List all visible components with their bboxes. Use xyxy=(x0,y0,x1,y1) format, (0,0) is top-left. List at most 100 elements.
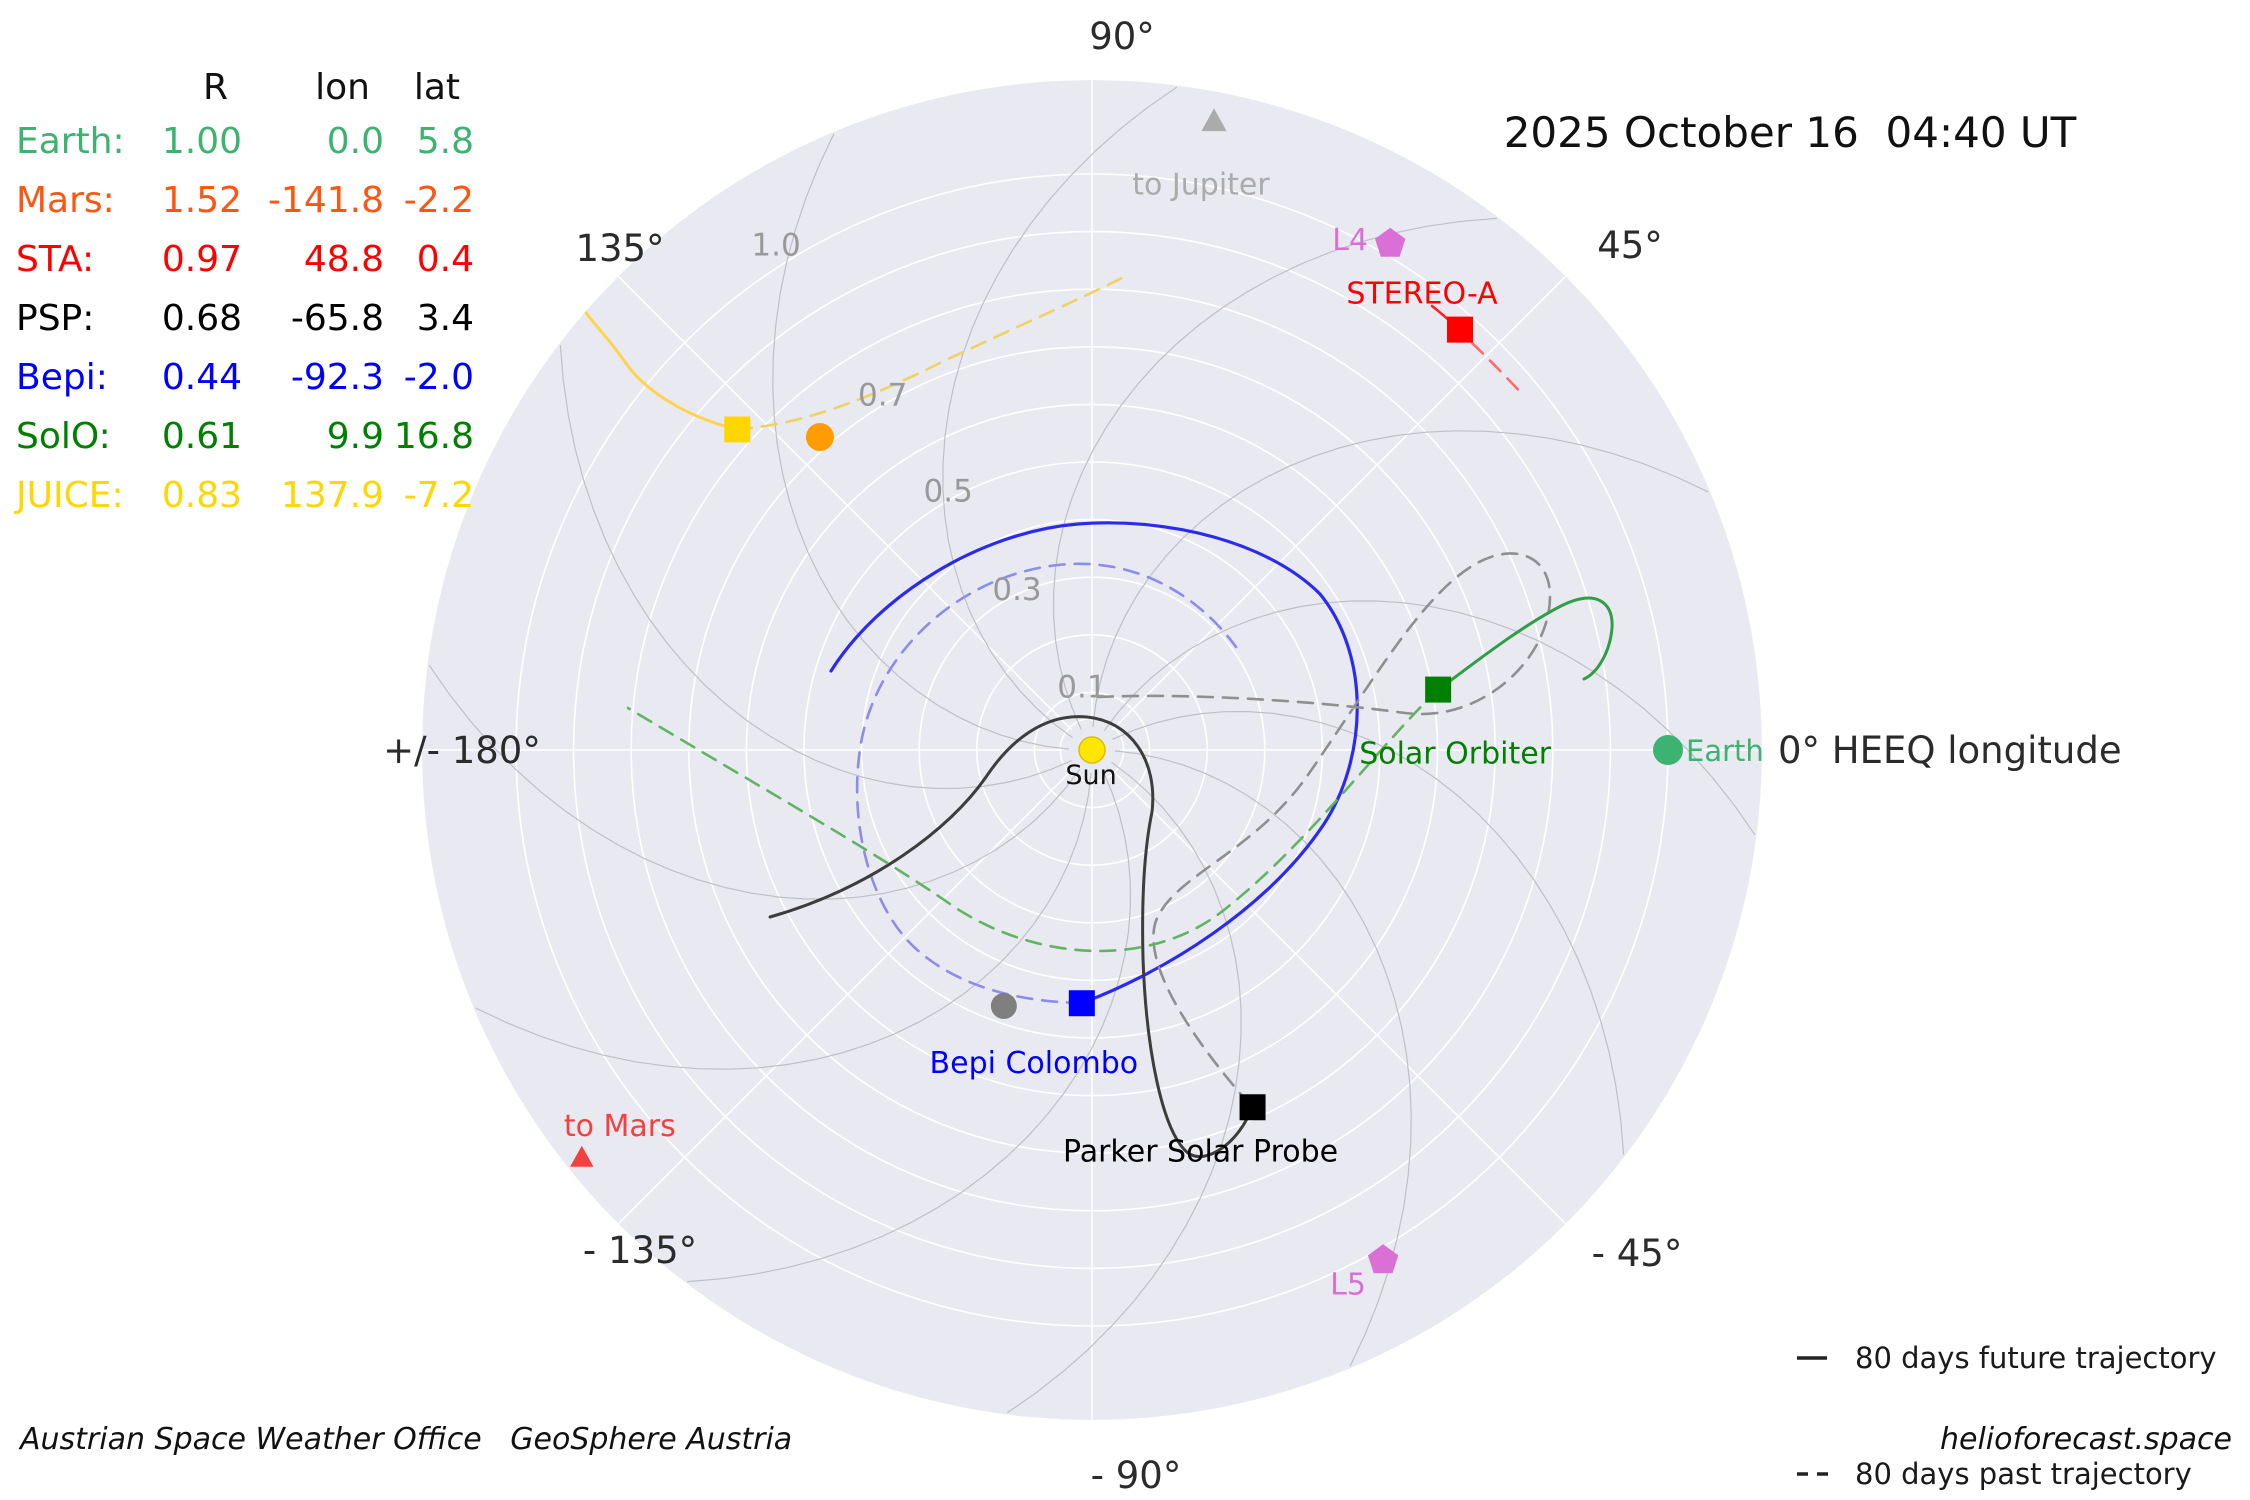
grid-radial-line xyxy=(617,275,1073,731)
mercury-marker xyxy=(990,992,1017,1019)
table-cell-lat: -2.0 xyxy=(403,357,474,398)
table-row-label: Bepi: xyxy=(16,357,108,398)
table-cell-r: 1.52 xyxy=(161,180,242,221)
table-cell-r: 0.61 xyxy=(161,416,242,457)
legend-label: 80 days past trajectory xyxy=(1855,1457,2192,1491)
parker-spiral-line xyxy=(942,86,1178,739)
angle-label: 135° xyxy=(575,227,664,270)
table-row-label: PSP: xyxy=(16,298,95,339)
table-cell-lat: 0.4 xyxy=(416,239,474,280)
earth-label: Earth xyxy=(1686,734,1764,768)
juice-marker xyxy=(724,416,751,443)
solo-past-trajectory xyxy=(626,688,1440,953)
table-cell-lat: 5.8 xyxy=(416,121,474,162)
parker-spiral-line xyxy=(475,772,1092,1070)
venus-marker xyxy=(805,423,834,452)
parker-spiral-line xyxy=(559,345,1072,790)
angle-label: - 90° xyxy=(1091,1454,1182,1497)
table-cell-lat: 3.4 xyxy=(416,298,474,339)
solid-line-icon xyxy=(1797,1356,1827,1360)
legend-row-future: 80 days future trajectory xyxy=(1795,1334,2217,1382)
psp-marker xyxy=(1239,1094,1266,1121)
l4-marker xyxy=(1375,227,1406,257)
trajectories-group xyxy=(578,275,1614,1159)
solo-marker xyxy=(1425,676,1452,703)
stereo-a-label: STEREO-A xyxy=(1346,277,1498,312)
sun-marker xyxy=(1078,736,1106,764)
dashed-line-icon xyxy=(1797,1472,1831,1476)
table-cell-lon: -141.8 xyxy=(267,180,384,221)
trajectory-legend: 80 days future trajectory 80 days past t… xyxy=(1795,1266,2217,1500)
sun-label: Sun xyxy=(1065,760,1116,791)
grid-radial-lines xyxy=(422,80,1762,1420)
table-corner xyxy=(16,64,150,112)
parker-spiral-line xyxy=(428,664,1081,900)
credit-text: Austrian Space Weather Office GeoSphere … xyxy=(20,1422,793,1457)
radial-tick-label: 0.5 xyxy=(924,474,973,510)
bepi-marker xyxy=(1068,990,1095,1017)
website-text: helioforecast.space xyxy=(1939,1422,2232,1457)
table-row-label: JUICE: xyxy=(16,475,124,516)
angle-label: - 45° xyxy=(1592,1232,1683,1275)
angle-label: +/- 180° xyxy=(383,729,541,772)
juice-past-trajectory xyxy=(735,275,1126,431)
table-cell-lon: 0.0 xyxy=(326,121,384,162)
psp-past-trajectory xyxy=(1096,552,1552,1109)
juice-future-trajectory xyxy=(578,301,739,431)
to-jupiter-label: to Jupiter xyxy=(1132,167,1270,202)
table-row-label: SolO: xyxy=(16,416,111,457)
psp-future-trajectory xyxy=(768,715,1254,1159)
l5-label: L5 xyxy=(1330,1267,1366,1302)
table-row-label: Earth: xyxy=(16,121,125,162)
to-mars-label: to Mars xyxy=(564,1109,676,1144)
plot-grid-group xyxy=(422,80,1762,1420)
table-cell-lon: 48.8 xyxy=(303,239,384,280)
stereo-a-marker xyxy=(1447,316,1474,343)
grid-radial-line xyxy=(617,769,1073,1225)
parker-spiral-line xyxy=(687,770,1132,1283)
table-cell-r: 0.97 xyxy=(161,239,242,280)
table-cell-lat: -2.2 xyxy=(403,180,474,221)
table-cell-lat: 16.8 xyxy=(393,416,474,457)
bepi-future-trajectory xyxy=(829,521,1359,1005)
parker-spiral-line xyxy=(1114,750,1412,1367)
parker-spiral-line xyxy=(1092,430,1709,728)
l4-label: L4 xyxy=(1332,223,1368,258)
table-header-lon: lon xyxy=(315,67,370,108)
stereo-a-past-trajectory xyxy=(1470,341,1526,398)
l5-marker xyxy=(1367,1244,1399,1274)
legend-row-past: 80 days past trajectory xyxy=(1795,1450,2217,1498)
parker-spiral-line xyxy=(1052,217,1497,730)
solo-label: Solar Orbiter xyxy=(1359,737,1552,772)
table-row-label: STA: xyxy=(16,239,95,280)
parker-spiral-line xyxy=(1112,710,1625,1155)
table-cell-lon: -65.8 xyxy=(290,298,384,339)
angle-label: 45° xyxy=(1597,224,1663,267)
radial-tick-label: 1.0 xyxy=(751,227,800,263)
table-cell-lat: -7.2 xyxy=(403,475,474,516)
table-header-R: R xyxy=(202,67,228,108)
legend-label: 80 days future trajectory xyxy=(1855,1341,2217,1375)
radial-tick-label: 0.7 xyxy=(858,378,907,414)
table-row-label: Mars: xyxy=(16,180,115,221)
parker-spiral-line xyxy=(772,133,1070,750)
angle-label: 90° xyxy=(1089,15,1155,58)
table-cell-lon: 137.9 xyxy=(280,475,384,516)
table-cell-r: 1.00 xyxy=(161,121,242,162)
bepi-label: Bepi Colombo xyxy=(930,1046,1139,1081)
psp-label: Parker Solar Probe xyxy=(1063,1134,1338,1169)
grid-radial-line xyxy=(1111,275,1567,731)
grid-radial-line xyxy=(1111,769,1567,1225)
table-header-lat: lat xyxy=(413,67,460,108)
radial-tick-label: 0.1 xyxy=(1057,669,1106,705)
table-cell-r: 0.44 xyxy=(161,357,242,398)
markers-group xyxy=(570,108,1683,1274)
to-jupiter-marker xyxy=(1201,108,1227,132)
parker-spiral-line xyxy=(1006,761,1242,1414)
angle-label: 0° HEEQ longitude xyxy=(1778,729,2122,772)
bepi-past-trajectory xyxy=(855,562,1238,1005)
angle-label: - 135° xyxy=(583,1229,697,1272)
